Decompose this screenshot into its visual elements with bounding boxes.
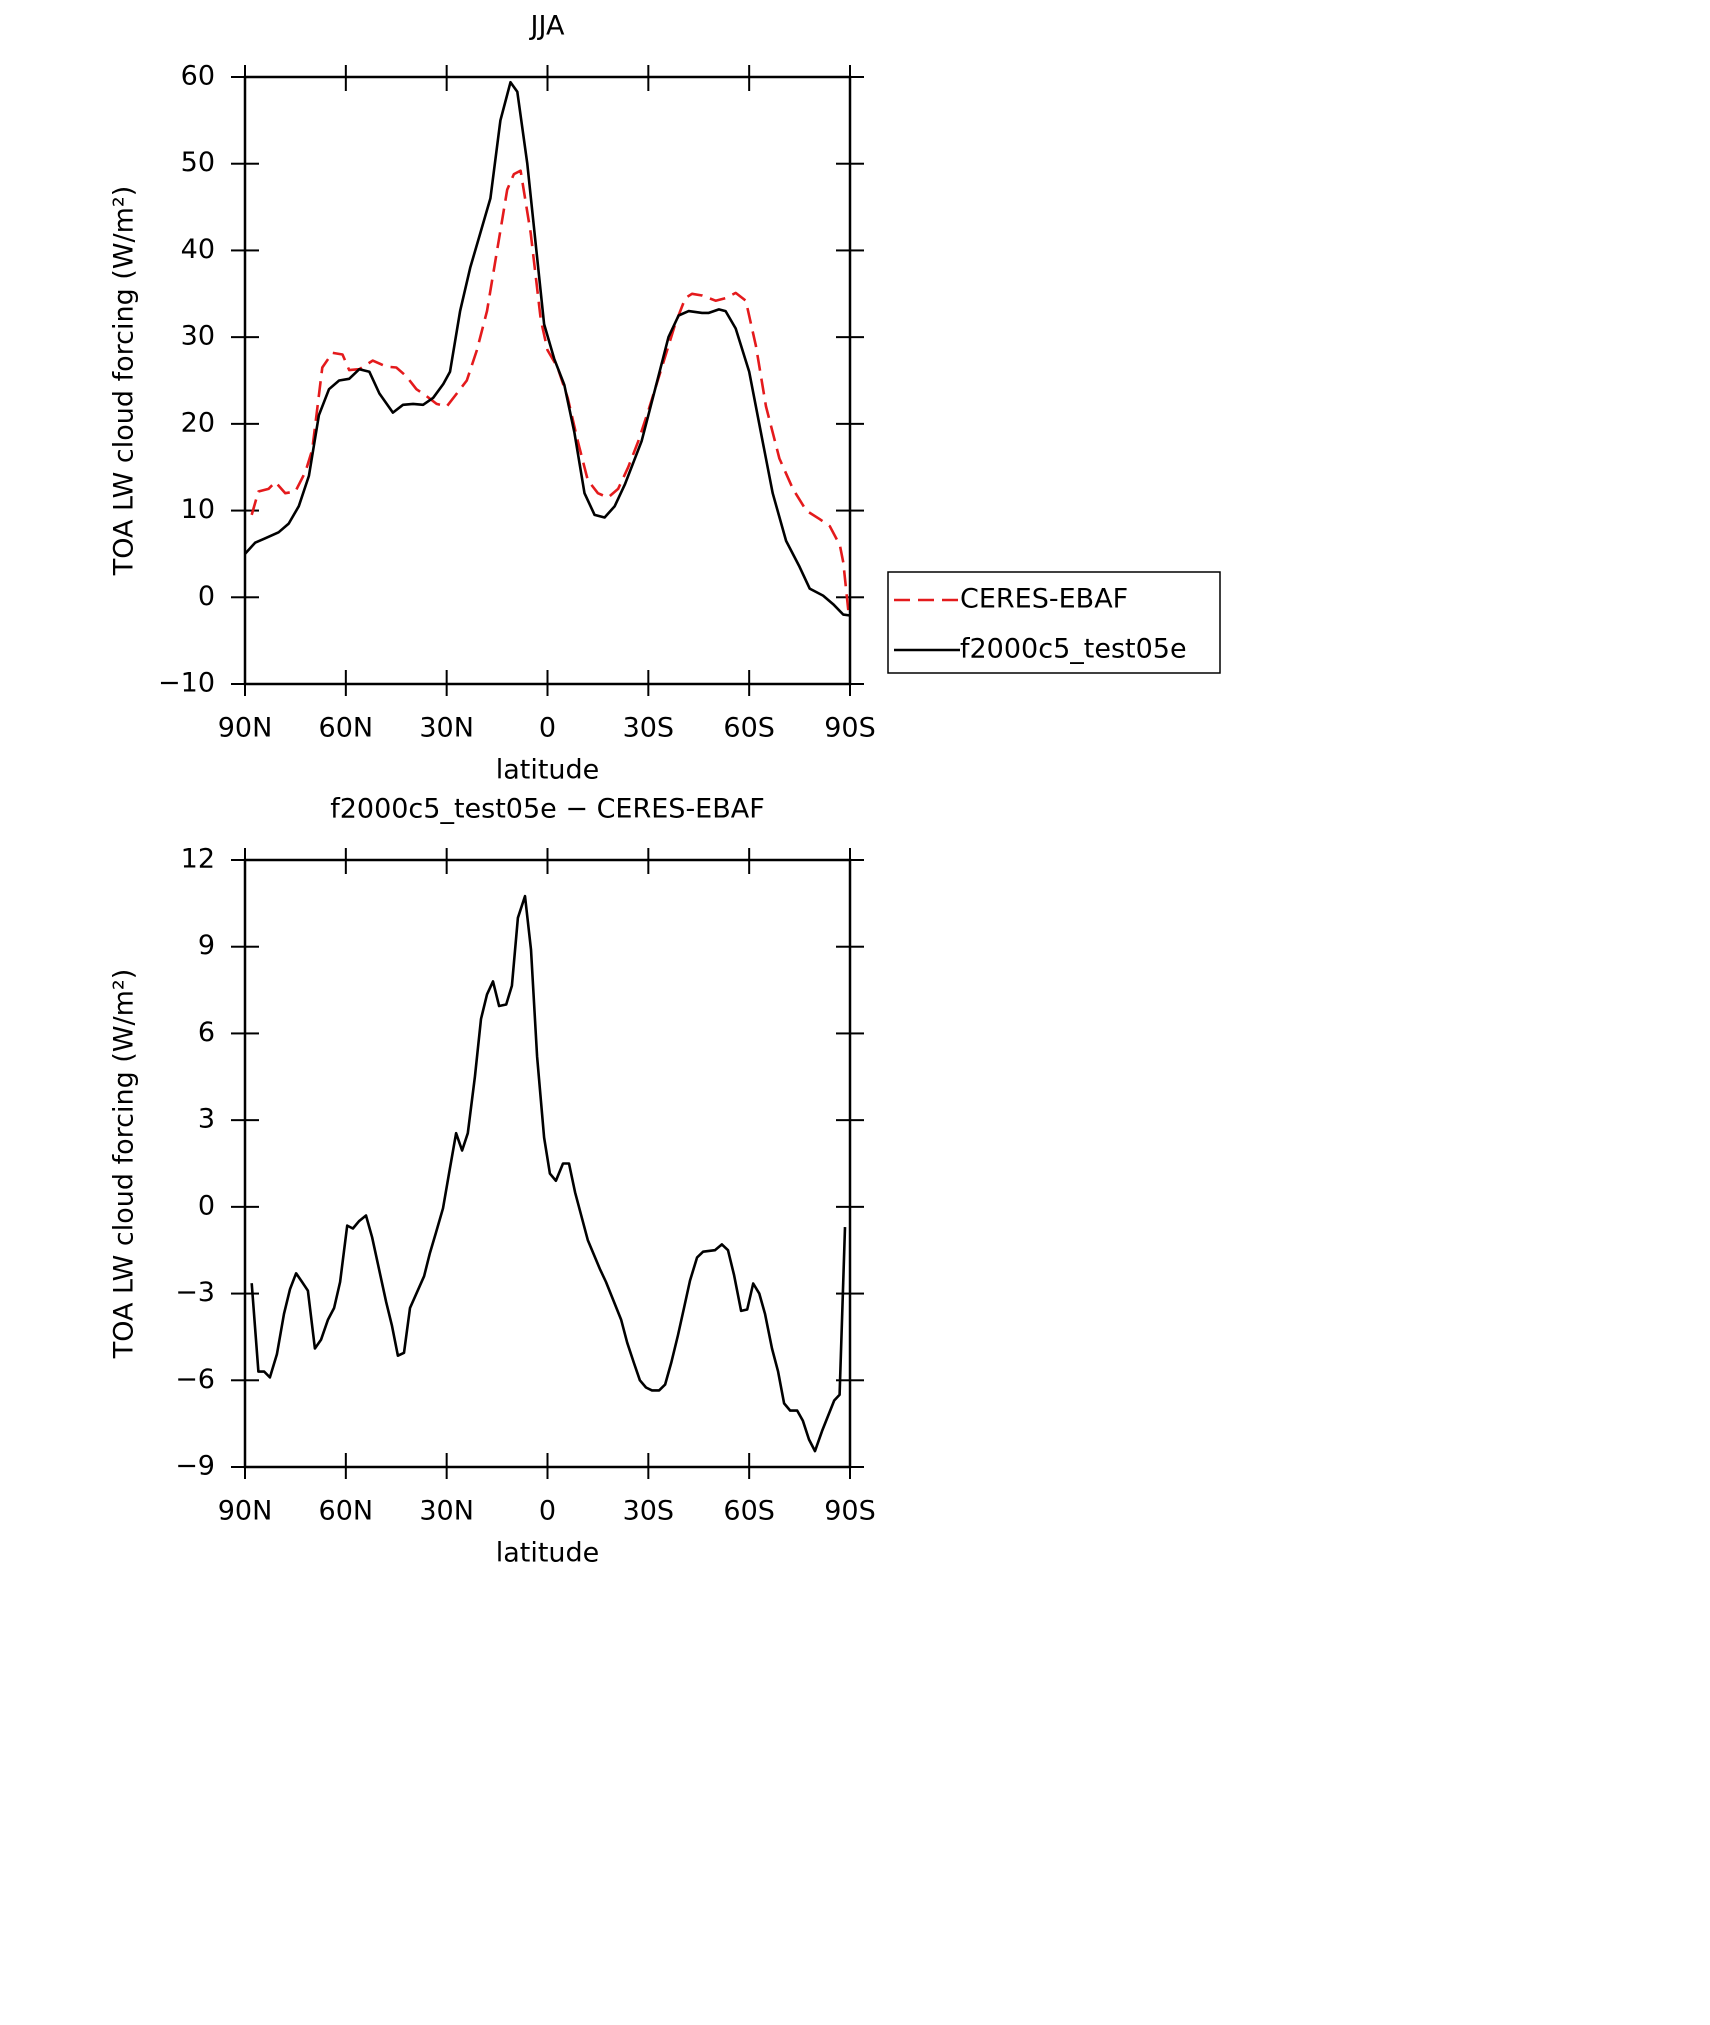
data-line <box>250 894 847 1453</box>
y-tick-label: 20 <box>181 407 215 438</box>
y-tick-label: 50 <box>181 147 215 178</box>
x-tick-label: 0 <box>539 713 556 744</box>
x-tick-label: 90S <box>824 1496 876 1527</box>
y-tick-label: 6 <box>198 1017 215 1048</box>
chart-title: f2000c5_test05e − CERES-EBAF <box>330 794 765 825</box>
data-line <box>250 169 850 611</box>
x-tick-label: 30S <box>623 713 675 744</box>
plot-frame <box>243 858 852 1469</box>
x-tick-label: 30N <box>419 1496 474 1527</box>
plot-frame <box>243 75 852 686</box>
y-tick-label: 40 <box>181 234 215 265</box>
y-tick-label: 9 <box>198 930 215 961</box>
x-tick-label: 90S <box>824 713 876 744</box>
legend-label: CERES-EBAF <box>960 584 1128 615</box>
x-axis-label: latitude <box>496 755 600 786</box>
x-tick-label: 60S <box>723 1496 775 1527</box>
x-tick-label: 60S <box>723 713 775 744</box>
y-tick-label: 3 <box>198 1104 215 1135</box>
x-tick-label: 30N <box>419 713 474 744</box>
x-tick-label: 90N <box>218 1496 273 1527</box>
x-tick-label: 60N <box>319 1496 374 1527</box>
y-tick-label: 0 <box>198 581 215 612</box>
x-axis-label: latitude <box>496 1538 600 1569</box>
y-tick-label: −9 <box>175 1451 215 1482</box>
y-axis-label: TOA LW cloud forcing (W/m²) <box>109 186 140 577</box>
y-axis-label: TOA LW cloud forcing (W/m²) <box>109 969 140 1360</box>
chart-title: JJA <box>529 11 565 42</box>
x-tick-label: 60N <box>319 713 374 744</box>
x-tick-label: 0 <box>539 1496 556 1527</box>
y-tick-label: −6 <box>175 1364 215 1395</box>
x-tick-label: 30S <box>623 1496 675 1527</box>
y-tick-label: 30 <box>181 321 215 352</box>
data-line <box>244 80 851 617</box>
y-tick-label: 10 <box>181 494 215 525</box>
x-tick-label: 90N <box>218 713 273 744</box>
y-tick-label: 60 <box>181 61 215 92</box>
y-tick-label: 12 <box>181 844 215 875</box>
y-tick-label: 0 <box>198 1190 215 1221</box>
y-tick-label: −10 <box>158 668 215 699</box>
legend-label: f2000c5_test05e <box>960 634 1187 665</box>
y-tick-label: −3 <box>175 1277 215 1308</box>
legend-box <box>887 571 1221 674</box>
